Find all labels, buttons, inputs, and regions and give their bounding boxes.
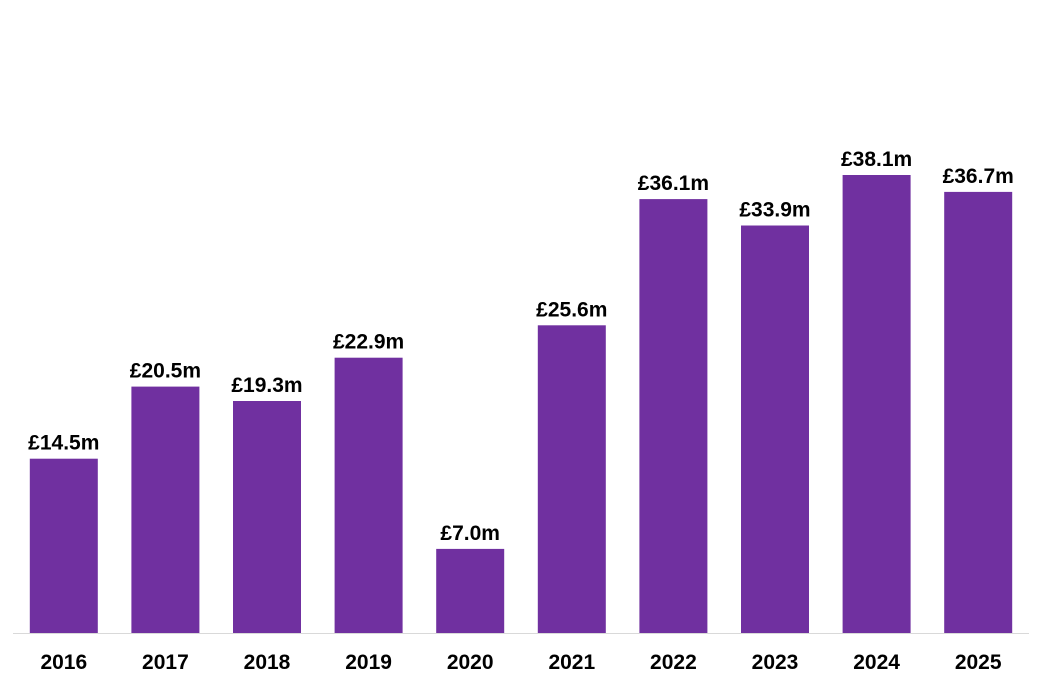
data-label-2021: £25.6m <box>536 298 607 321</box>
data-label-2025: £36.7m <box>943 165 1014 188</box>
data-label-2019: £22.9m <box>333 331 404 354</box>
x-tick-label-2025: 2025 <box>955 651 1002 674</box>
bar-2018 <box>233 401 301 633</box>
bar-2024 <box>842 175 911 633</box>
x-tick-label-2023: 2023 <box>752 651 799 674</box>
x-tick-label-2021: 2021 <box>548 651 595 674</box>
bar-2020 <box>436 548 505 633</box>
data-label-2018: £19.3m <box>231 374 302 397</box>
x-tick-label-2022: 2022 <box>650 651 697 674</box>
bar-2022 <box>639 199 708 633</box>
data-label-2023: £33.9m <box>739 199 810 222</box>
data-label-2024: £38.1m <box>841 148 912 171</box>
x-tick-label-2018: 2018 <box>244 651 291 674</box>
bar-2016 <box>29 458 98 633</box>
data-label-2020: £7.0m <box>440 522 500 545</box>
bar-2019 <box>334 357 403 633</box>
data-label-2016: £14.5m <box>28 432 99 455</box>
data-labels-group: £14.5m £20.5m £19.3m £22.9m £7.0m £25.6m £36.1… <box>28 148 1014 545</box>
x-tick-label-2020: 2020 <box>447 651 494 674</box>
data-label-2022: £36.1m <box>638 172 709 195</box>
bar-2021 <box>537 325 606 633</box>
bar-2017 <box>131 386 200 633</box>
x-tick-label-2017: 2017 <box>142 651 189 674</box>
bar-2023 <box>741 225 809 633</box>
data-label-2017: £20.5m <box>130 360 201 383</box>
bars-group <box>29 175 1013 633</box>
x-tick-label-2024: 2024 <box>853 651 900 674</box>
x-tick-label-2019: 2019 <box>345 651 392 674</box>
x-tick-labels-group: 2016 2017 2018 2019 2020 2021 2022 2023 2024 2025 <box>40 651 1001 674</box>
x-tick-label-2016: 2016 <box>40 651 87 674</box>
bar-2025 <box>944 191 1013 633</box>
